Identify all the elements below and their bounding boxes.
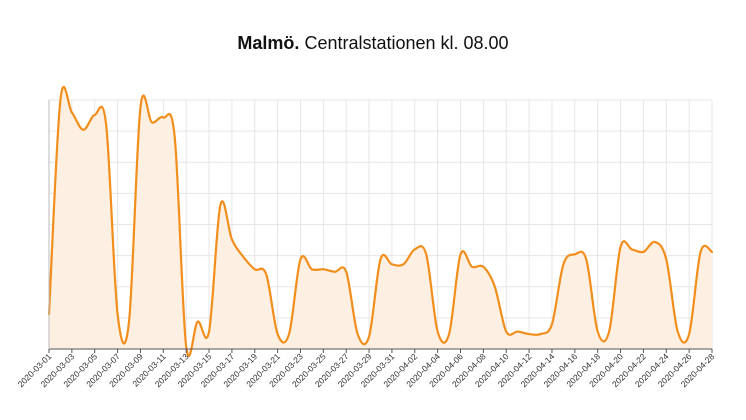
x-tick-labels: 2020-03-012020-03-032020-03-052020-03-07… [16, 351, 717, 389]
chart-title: Malmö. Centralstationen kl. 08.00 [0, 33, 746, 54]
data-area [49, 86, 712, 357]
data-line [47, 85, 714, 358]
chart-title-bold: Malmö. [237, 33, 300, 53]
chart-title-rest: Centralstationen kl. 08.00 [299, 33, 509, 53]
x-axis [48, 100, 713, 353]
